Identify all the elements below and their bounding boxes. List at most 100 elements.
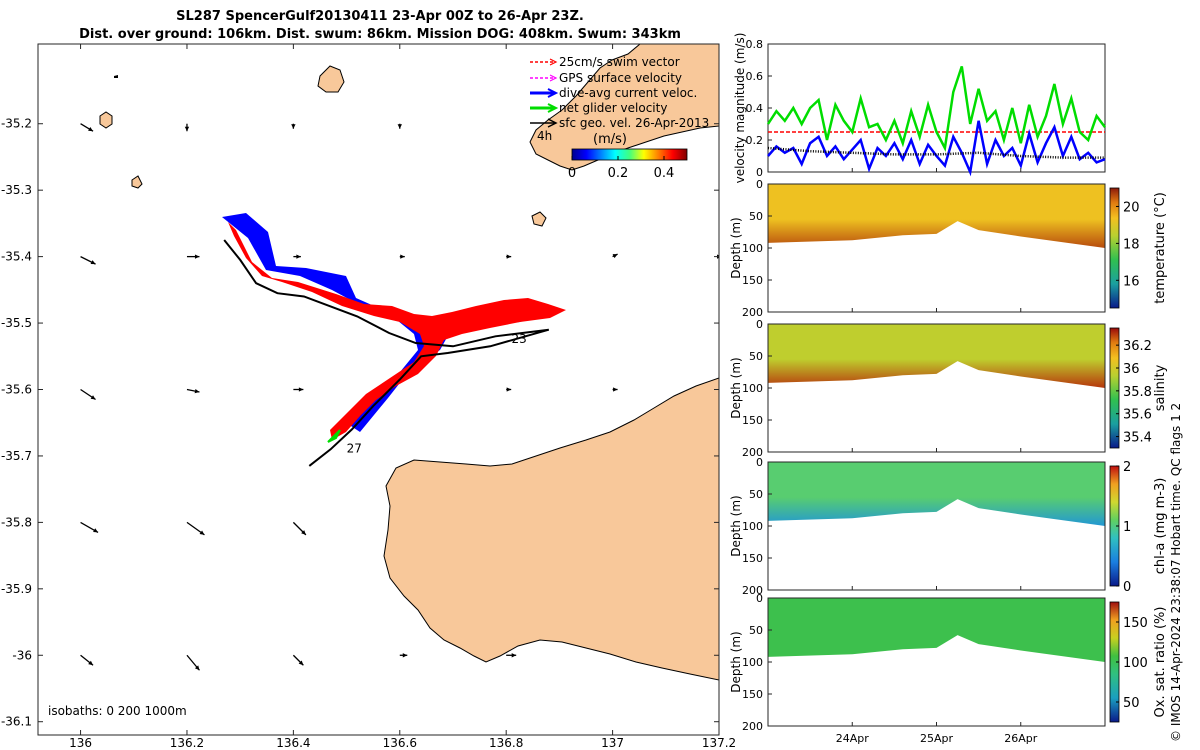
sfc-vector-head [612,254,618,259]
velocity-y-tick-label: 0.2 [746,134,764,147]
section-y-label: Depth (m) [729,357,743,418]
time-tick-label: 25Apr [920,732,954,745]
sfc-vector-head [298,387,304,392]
map-y-tick-label: -35.8 [1,515,32,529]
section-y-tick-label: 100 [742,242,763,255]
map-y-tick-label: -35.7 [1,449,32,463]
sfc-vector-head [400,254,405,259]
title-line-2: Dist. over ground: 106km. Dist. swum: 86… [79,27,681,42]
section-colorbar-tick-label: 150 [1123,616,1148,631]
sfc-vector-head [194,665,200,671]
section-field [768,184,1105,248]
section-y-tick-label: 50 [749,624,763,637]
sfc-vector-head [194,388,200,394]
section-colorbar-tick-label: 16 [1123,274,1140,289]
sfc-vector-head [298,660,304,666]
sfc-vector-head [613,387,618,392]
sfc-vector-head [184,126,190,132]
glider-track-line [223,239,550,467]
section-colorbar-tick-label: 0 [1123,580,1131,595]
section-colorbar-tick-label: 2 [1123,460,1131,475]
section-y-tick-label: 0 [756,592,763,605]
sfc-vector-head [397,124,402,129]
legend-item-sfc: sfc geo. vel. 26-Apr-2013 [530,116,709,130]
sfc-vector-head [402,653,408,658]
day-label: 27 [347,442,362,456]
section-y-tick-label: 150 [742,414,763,427]
section-y-tick-label: 150 [742,552,763,565]
section-panel-temperature: 0 50 100 150 200 Depth (m) 16 18 20 temperature (… [729,178,1168,319]
legend-extra: 4h [537,129,552,143]
section-y-tick-label: 200 [742,446,763,459]
section-colorbar-tick-label: 20 [1123,200,1140,215]
land-islet [114,75,118,78]
isobaths-label: isobaths: 0 200 1000m [48,704,187,718]
velocity-series [766,66,1106,177]
time-axis-ticks: 24Apr 25Apr 26Apr [836,168,1038,745]
section-y-tick-label: 100 [742,656,763,669]
time-tick-label: 24Apr [836,732,870,745]
legend-label-net: net glider velocity [559,101,667,115]
day-labels: 23 27 [347,332,527,456]
legend-item-net: net glider velocity [530,101,667,115]
velocity-panel: 0 0.2 0.4 0.6 0.8 velocity magnitude (m/s) [733,33,1106,183]
chart-title: SL287 SpencerGulf20130411 23-Apr 00Z to … [0,8,760,44]
section-y-tick-label: 0 [756,456,763,469]
map-y-tick-label: -35.9 [1,582,32,596]
section-colorbar-tick-label: 36.2 [1123,339,1152,354]
map-y-tick-label: -36 [12,648,32,662]
velocity-y-tick-label: 0.4 [746,102,764,115]
section-panel-chl-a: 0 50 100 150 200 Depth (m) 0 1 2 chl-a (mg m-3) [729,456,1168,597]
map-y-tick-label: -35.3 [1,183,32,197]
sfc-vector-head [199,530,205,535]
section-y-tick-label: 0 [756,178,763,191]
section-colorbar-label: salinity [1153,364,1168,411]
section-y-tick-label: 200 [742,306,763,319]
section-y-tick-label: 100 [742,520,763,533]
map-colorbar: (m/s) 0 0.2 0.4 [568,132,688,181]
time-tick-label: 26Apr [1004,732,1038,745]
map-legend: 25cm/s swim vector GPS surface velocity … [530,55,709,143]
map-colorbar-ticks: 0 0.2 0.4 [568,156,674,181]
map-colorbar-tick-label: 0.4 [654,166,675,181]
map-y-tick-label: -36.1 [1,715,32,729]
section-colorbar-label: temperature (°C) [1153,192,1168,304]
section-field [768,598,1105,662]
sfc-vector-head [296,254,301,259]
sfc-vector-head [88,127,94,132]
surface-velocity-vectors [80,123,719,671]
land-island-1 [317,65,345,93]
section-colorbar-tick-label: 35.4 [1123,431,1152,446]
sfc-vector-head [506,387,512,392]
sfc-vector-head [511,653,517,658]
land-island-2 [99,111,113,129]
land-island-4 [531,211,547,227]
section-colorbar-tick-label: 36 [1123,362,1140,377]
map-y-ticks: -35.2 -35.3 -35.4 -35.5 -35.6 -35.7 -35.8 -35.9… [1,117,719,729]
legend-item-gps: GPS surface velocity [530,71,682,85]
section-y-tick-label: 50 [749,210,763,223]
section-y-tick-label: 50 [749,350,763,363]
section-field [768,324,1105,388]
section-colorbar-tick-label: 35.8 [1123,385,1152,400]
section-y-tick-label: 200 [742,584,763,597]
land-yorke-peninsula [529,44,719,171]
section-panel-salinity: 0 50 100 150 200 Depth (m) 35.4 35.6 35.8 36 36.2s… [729,318,1168,459]
map-y-tick-label: -35.2 [1,117,32,131]
legend-item-swim: 25cm/s swim vector [530,55,680,69]
section-y-tick-label: 200 [742,720,763,733]
sfc-vector-head [90,395,96,400]
section-colorbar-label: Ox. sat. ratio (%) [1153,607,1168,718]
map-x-tick-label: 136.8 [489,736,523,750]
map-x-tick-label: 136.4 [276,736,310,750]
velocity-y-tick-label: 0 [756,166,763,179]
map-x-ticks: 136 136.2 136.4 136.6 136.8 137 137.2 [69,44,736,750]
section-colorbar-tick-label: 100 [1123,656,1148,671]
section-colorbar-tick-label: 1 [1123,520,1131,535]
map-x-tick-label: 136.2 [170,736,204,750]
sfc-vector-head [93,528,99,533]
imos-timestamp: © IMOS 14-Apr-2024 23:38:07 Hobart time.… [1169,402,1183,742]
legend-label-sfc: sfc geo. vel. 26-Apr-2013 [559,116,709,130]
legend-item-current: dive-avg current veloc. [530,86,697,100]
